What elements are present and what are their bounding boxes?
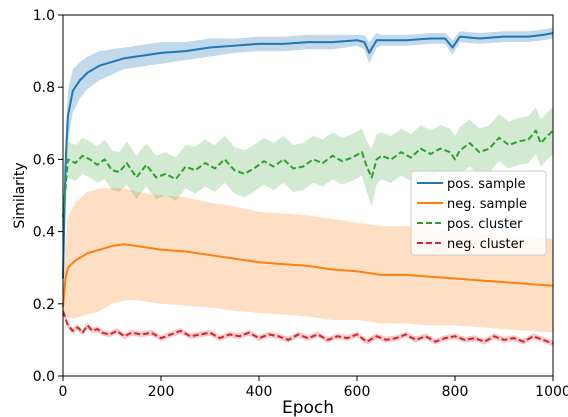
y-tick-label: 0.8 [33,80,55,96]
y-axis-label: Similarity [12,162,28,228]
line-pos-sample [62,32,554,279]
legend-box [410,170,547,256]
y-tick-label: 0.4 [33,225,55,241]
x-axis: 0 200 400 600 800 1000 [59,376,568,400]
confidence-bands [63,27,553,347]
line-neg-cluster [62,310,554,345]
band-neg-cluster [63,307,553,347]
series-lines [62,32,554,345]
x-tick-label: 400 [246,384,273,400]
x-tick-label: 600 [344,384,371,400]
x-tick-label: 0 [59,384,68,400]
x-tick-label: 1000 [535,384,568,400]
y-tick-label: 0.2 [33,297,55,313]
band-pos-cluster [63,107,553,225]
x-tick-label: 800 [442,384,469,400]
line-neg-sample [62,243,554,308]
plot-frame [62,14,554,377]
legend-label-neg-sample: neg. sample [447,197,527,212]
band-neg-sample [63,188,553,333]
x-tick-label: 200 [148,384,175,400]
y-tick-label: 0.0 [33,369,55,385]
x-axis-label: Epoch [282,398,334,417]
legend-label-pos-sample: pos. sample [447,177,526,192]
line-pos-cluster [62,129,554,218]
band-pos-sample [63,27,553,293]
legend-label-neg-cluster: neg. cluster [447,237,525,252]
legend: pos. sample neg. sample pos. cluster neg. c… [410,170,547,256]
legend-label-pos-cluster: pos. cluster [447,217,523,232]
y-tick-label: 1.0 [33,8,55,24]
y-tick-label: 0.6 [33,152,55,168]
y-axis: 0.0 0.2 0.4 0.6 0.8 1.0 [33,8,63,385]
